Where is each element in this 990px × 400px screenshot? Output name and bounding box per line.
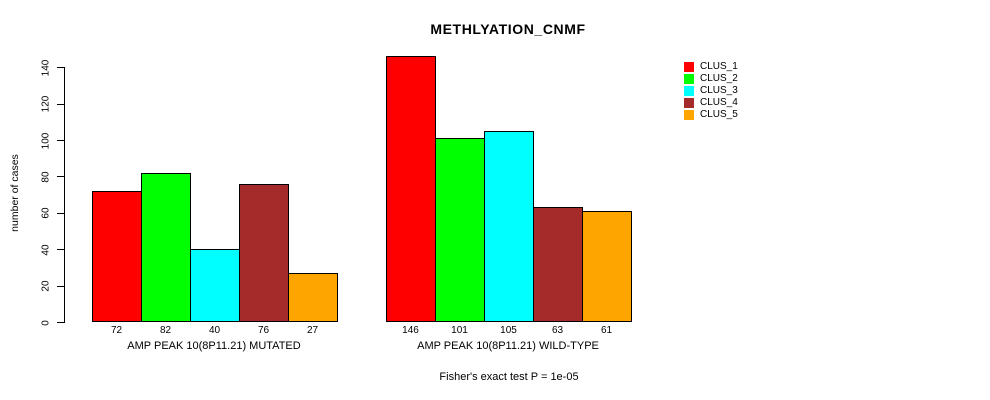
y-axis-tick-label: 140 <box>40 59 52 77</box>
y-axis-tick <box>57 249 64 251</box>
y-axis-tick <box>57 322 64 323</box>
bar-value-label: 40 <box>208 325 221 336</box>
y-axis-tick-label: 100 <box>40 132 52 149</box>
y-axis-tick <box>57 67 64 69</box>
legend-item: CLUS_3 <box>684 85 738 97</box>
legend-swatch-clus_1 <box>684 62 694 72</box>
legend-item: CLUS_4 <box>684 97 738 109</box>
y-axis-tick <box>57 140 64 141</box>
y-axis-tick <box>57 285 64 287</box>
bar-clus_1 <box>92 191 142 322</box>
y-axis-tick-label: 80 <box>40 171 52 183</box>
bar-clus_3 <box>190 249 240 322</box>
bar-clus_5 <box>288 273 338 322</box>
bar-clus_2 <box>141 173 191 322</box>
x-group-label-wild-type: AMP PEAK 10(8P11.21) WILD-TYPE <box>417 340 599 352</box>
legend-label: CLUS_2 <box>700 73 738 84</box>
y-axis-tick-label: 40 <box>40 244 52 256</box>
legend-item: CLUS_1 <box>684 61 738 73</box>
bar-value-label: 146 <box>402 325 419 336</box>
legend-item: CLUS_2 <box>684 73 738 85</box>
bar-value-label: 72 <box>110 325 123 336</box>
legend-label: CLUS_5 <box>700 109 738 120</box>
bar-clus_2 <box>435 138 485 322</box>
y-axis-label: number of cases <box>9 154 21 232</box>
y-axis-line <box>64 67 65 323</box>
legend-swatch-clus_4 <box>684 98 694 108</box>
y-axis-tick <box>57 212 64 214</box>
legend-swatch-clus_3 <box>684 86 694 96</box>
bar-value-label: 105 <box>500 325 517 336</box>
bar-clus_1 <box>386 56 436 322</box>
legend-label: CLUS_4 <box>700 97 738 108</box>
bar-value-label: 61 <box>600 325 613 336</box>
bar-value-label: 101 <box>451 325 468 336</box>
fisher-test-annotation: Fisher's exact test P = 1e-05 <box>439 371 579 383</box>
bar-clus_4 <box>533 207 583 322</box>
legend-label: CLUS_3 <box>700 85 738 96</box>
y-axis-tick-label: 120 <box>40 95 52 113</box>
bar-clus_5 <box>582 211 632 322</box>
bar-value-label: 76 <box>257 325 270 336</box>
bar-clus_3 <box>484 131 534 322</box>
y-axis-tick-label: 60 <box>40 207 52 219</box>
chart-title: METHLYATION_CNMF <box>430 21 586 37</box>
y-axis-tick-label: 0 <box>40 319 52 326</box>
legend-swatch-clus_5 <box>684 110 694 120</box>
x-group-label-mutated: AMP PEAK 10(8P11.21) MUTATED <box>127 340 301 352</box>
y-axis-tick <box>57 103 64 105</box>
legend-item: CLUS_5 <box>684 109 738 121</box>
legend-swatch-clus_2 <box>684 74 694 84</box>
bar-value-label: 27 <box>306 325 319 336</box>
legend-label: CLUS_1 <box>700 61 738 72</box>
y-axis-tick <box>57 176 64 178</box>
bar-value-label: 63 <box>551 325 564 336</box>
bar-value-label: 82 <box>159 325 172 336</box>
legend: CLUS_1 CLUS_2 CLUS_3 CLUS_4 CLUS_5 <box>684 61 738 121</box>
bar-clus_4 <box>239 184 289 322</box>
y-axis-tick-label: 20 <box>40 280 52 292</box>
